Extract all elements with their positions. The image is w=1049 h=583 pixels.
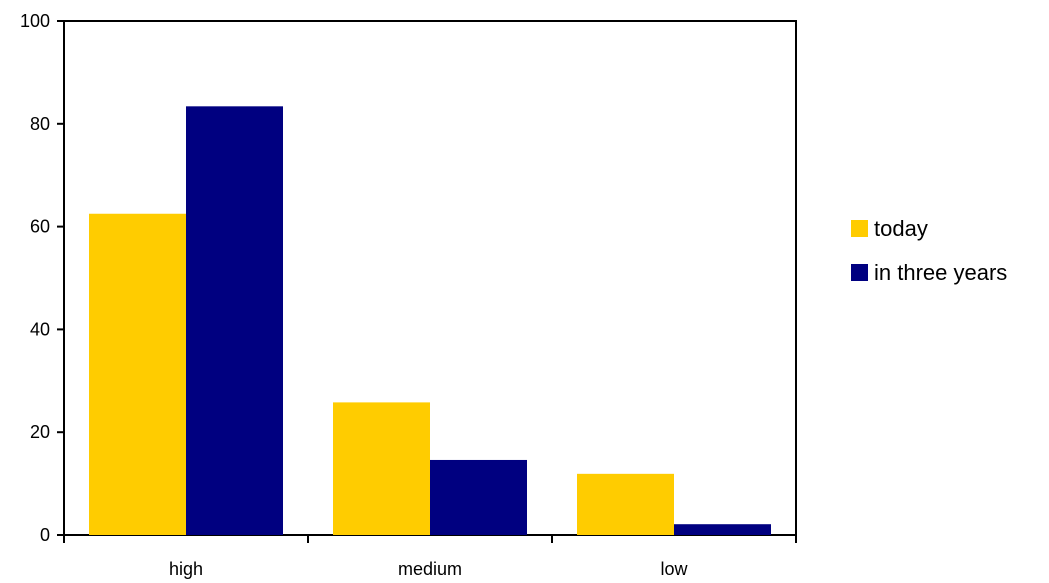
- bar-today-low: [577, 473, 674, 535]
- x-category-label: low: [660, 559, 688, 579]
- bar-in-three-years-medium: [430, 459, 527, 535]
- axes: 0 20 40 60 80 100 high medium low: [20, 11, 797, 579]
- legend-swatch: [851, 220, 868, 237]
- x-category-label: high: [169, 559, 203, 579]
- y-tick-label: 100: [20, 11, 50, 31]
- x-category-label: medium: [398, 559, 462, 579]
- bar-today-medium: [333, 402, 430, 535]
- legend-swatch: [851, 264, 868, 281]
- y-tick-label: 80: [30, 114, 50, 134]
- y-tick-label: 40: [30, 319, 50, 339]
- bar-in-three-years-low: [674, 524, 771, 535]
- bar-in-three-years-high: [186, 106, 283, 535]
- y-tick-label: 0: [40, 525, 50, 545]
- legend-label: in three years: [874, 260, 1007, 285]
- legend-label: today: [874, 216, 928, 241]
- legend: today in three years: [851, 216, 1007, 285]
- bar-today-high: [89, 213, 186, 535]
- y-tick-label: 60: [30, 217, 50, 237]
- y-tick-label: 20: [30, 422, 50, 442]
- bars: [89, 106, 771, 535]
